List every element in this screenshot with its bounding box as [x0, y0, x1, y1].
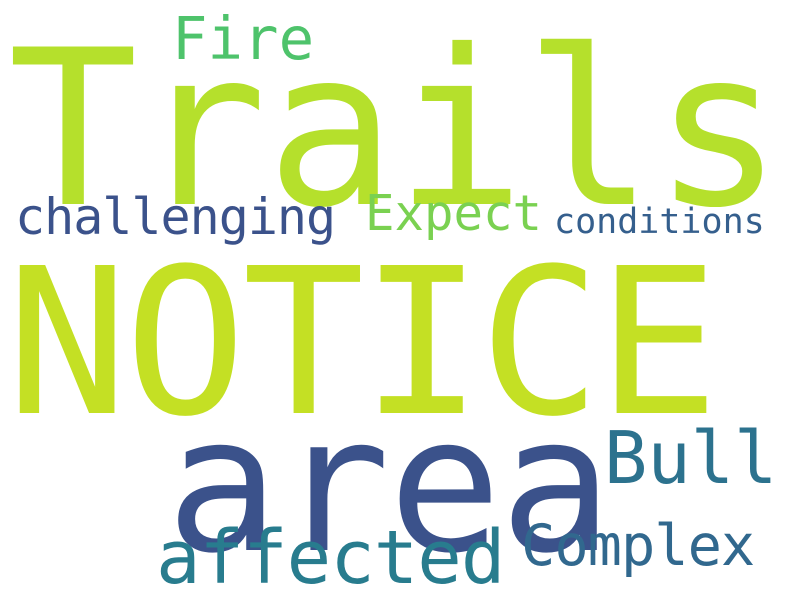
- word-conditions: conditions: [554, 202, 765, 242]
- word-complex: Complex: [521, 513, 755, 579]
- word-bull: Bull: [604, 416, 778, 500]
- word-trails: Trails: [8, 4, 783, 255]
- word-fire: Fire: [172, 4, 315, 73]
- word-affected: affected: [156, 515, 505, 600]
- word-area: area: [166, 376, 613, 595]
- word-challenging: challenging: [15, 188, 336, 246]
- word-notice: NOTICE: [6, 225, 719, 461]
- word-expect: Expect: [365, 185, 543, 242]
